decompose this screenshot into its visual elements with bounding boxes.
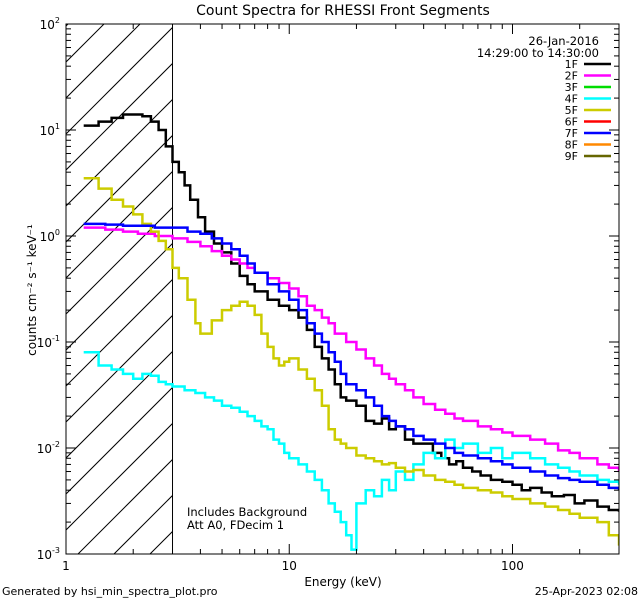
legend-label-8f: 8F bbox=[565, 139, 578, 152]
x-axis-label: Energy (keV) bbox=[304, 575, 381, 589]
y-tick-label: 101 bbox=[40, 122, 60, 138]
hatch-line bbox=[66, 206, 173, 315]
y-axis-label: counts cm⁻² s⁻¹ keV⁻¹ bbox=[25, 224, 39, 356]
legend-label-4f: 4F bbox=[565, 93, 578, 106]
hatch-line bbox=[66, 170, 173, 279]
legend-label-7f: 7F bbox=[565, 127, 578, 140]
hatch-line bbox=[66, 422, 173, 531]
x-tick-label: 1 bbox=[62, 559, 70, 573]
legend-label-2f: 2F bbox=[565, 70, 578, 83]
hatch-line bbox=[546, 0, 640, 554]
hatch-line bbox=[66, 386, 173, 495]
chart-title: Count Spectra for RHESSI Front Segments bbox=[196, 3, 490, 19]
y-tick-label: 102 bbox=[40, 16, 60, 32]
series-layer bbox=[83, 113, 619, 551]
legend-label-1f: 1F bbox=[565, 58, 578, 71]
legend-label-3f: 3F bbox=[565, 81, 578, 94]
x-tick-label: 10 bbox=[282, 559, 297, 573]
hatch-line bbox=[113, 494, 173, 554]
hatch-line bbox=[66, 24, 141, 99]
footer-generated-by: Generated by hsi_min_spectra_plot.pro bbox=[2, 585, 218, 598]
hatch-line bbox=[66, 350, 173, 459]
time-range-label: 14:29:00 to 14:30:00 bbox=[477, 46, 599, 60]
hatch-line bbox=[330, 0, 640, 554]
y-tick-label: 10-3 bbox=[37, 546, 60, 562]
series-7f bbox=[83, 222, 619, 491]
x-tick-label: 100 bbox=[501, 559, 524, 573]
plot-frame bbox=[65, 23, 620, 555]
series-5f bbox=[83, 177, 619, 546]
hatch-line bbox=[66, 134, 173, 243]
hatch-line bbox=[618, 0, 640, 554]
series-4f bbox=[83, 351, 619, 551]
hatch-line bbox=[77, 458, 173, 554]
hatch-line bbox=[0, 0, 102, 554]
y-tick-label: 100 bbox=[40, 228, 60, 244]
series-1f bbox=[83, 113, 619, 512]
hatch-line bbox=[402, 0, 640, 554]
y-tick-label: 10-2 bbox=[37, 440, 60, 456]
y-tick-label: 10-1 bbox=[37, 334, 60, 350]
hatch-line bbox=[474, 0, 640, 554]
hatch-line bbox=[66, 242, 173, 351]
legend-label-5f: 5F bbox=[565, 104, 578, 117]
date-label: 26-Jan-2016 bbox=[528, 34, 599, 48]
axes: 1 10 100 10-3 10-2 10-1 100 101 102 bbox=[37, 16, 620, 573]
hatch-line bbox=[294, 0, 640, 554]
hatch-line bbox=[66, 26, 173, 135]
annotation-attenuator: Att A0, FDecim 1 bbox=[187, 518, 284, 532]
legend-label-6f: 6F bbox=[565, 116, 578, 129]
series-2f bbox=[83, 226, 619, 472]
legend-label-9f: 9F bbox=[565, 150, 578, 163]
hatch-line bbox=[66, 24, 105, 63]
excluded-region-hatch bbox=[0, 0, 640, 554]
footer-timestamp: 25-Apr-2023 02:08 bbox=[535, 585, 638, 598]
annotation-background: Includes Background bbox=[187, 505, 307, 519]
hatch-line bbox=[582, 0, 640, 554]
